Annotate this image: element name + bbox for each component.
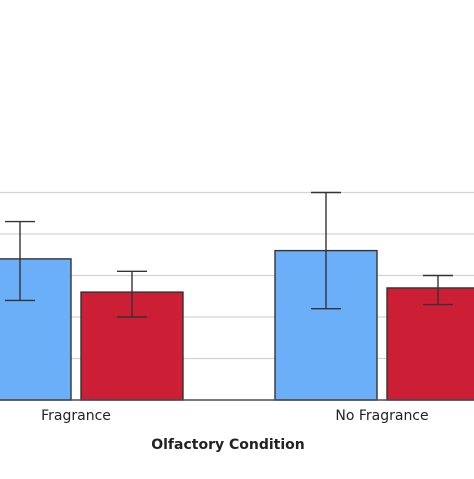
category-label: Fragrance xyxy=(41,408,111,424)
error-bar-layer xyxy=(5,191,453,318)
bar-layer xyxy=(0,249,474,401)
category-label-layer: Fragrance No Fragrance xyxy=(41,408,429,424)
bar-1-fragrance xyxy=(0,258,72,401)
category-label: No Fragrance xyxy=(335,408,428,424)
x-axis-title: Olfactory Condition xyxy=(151,437,305,453)
